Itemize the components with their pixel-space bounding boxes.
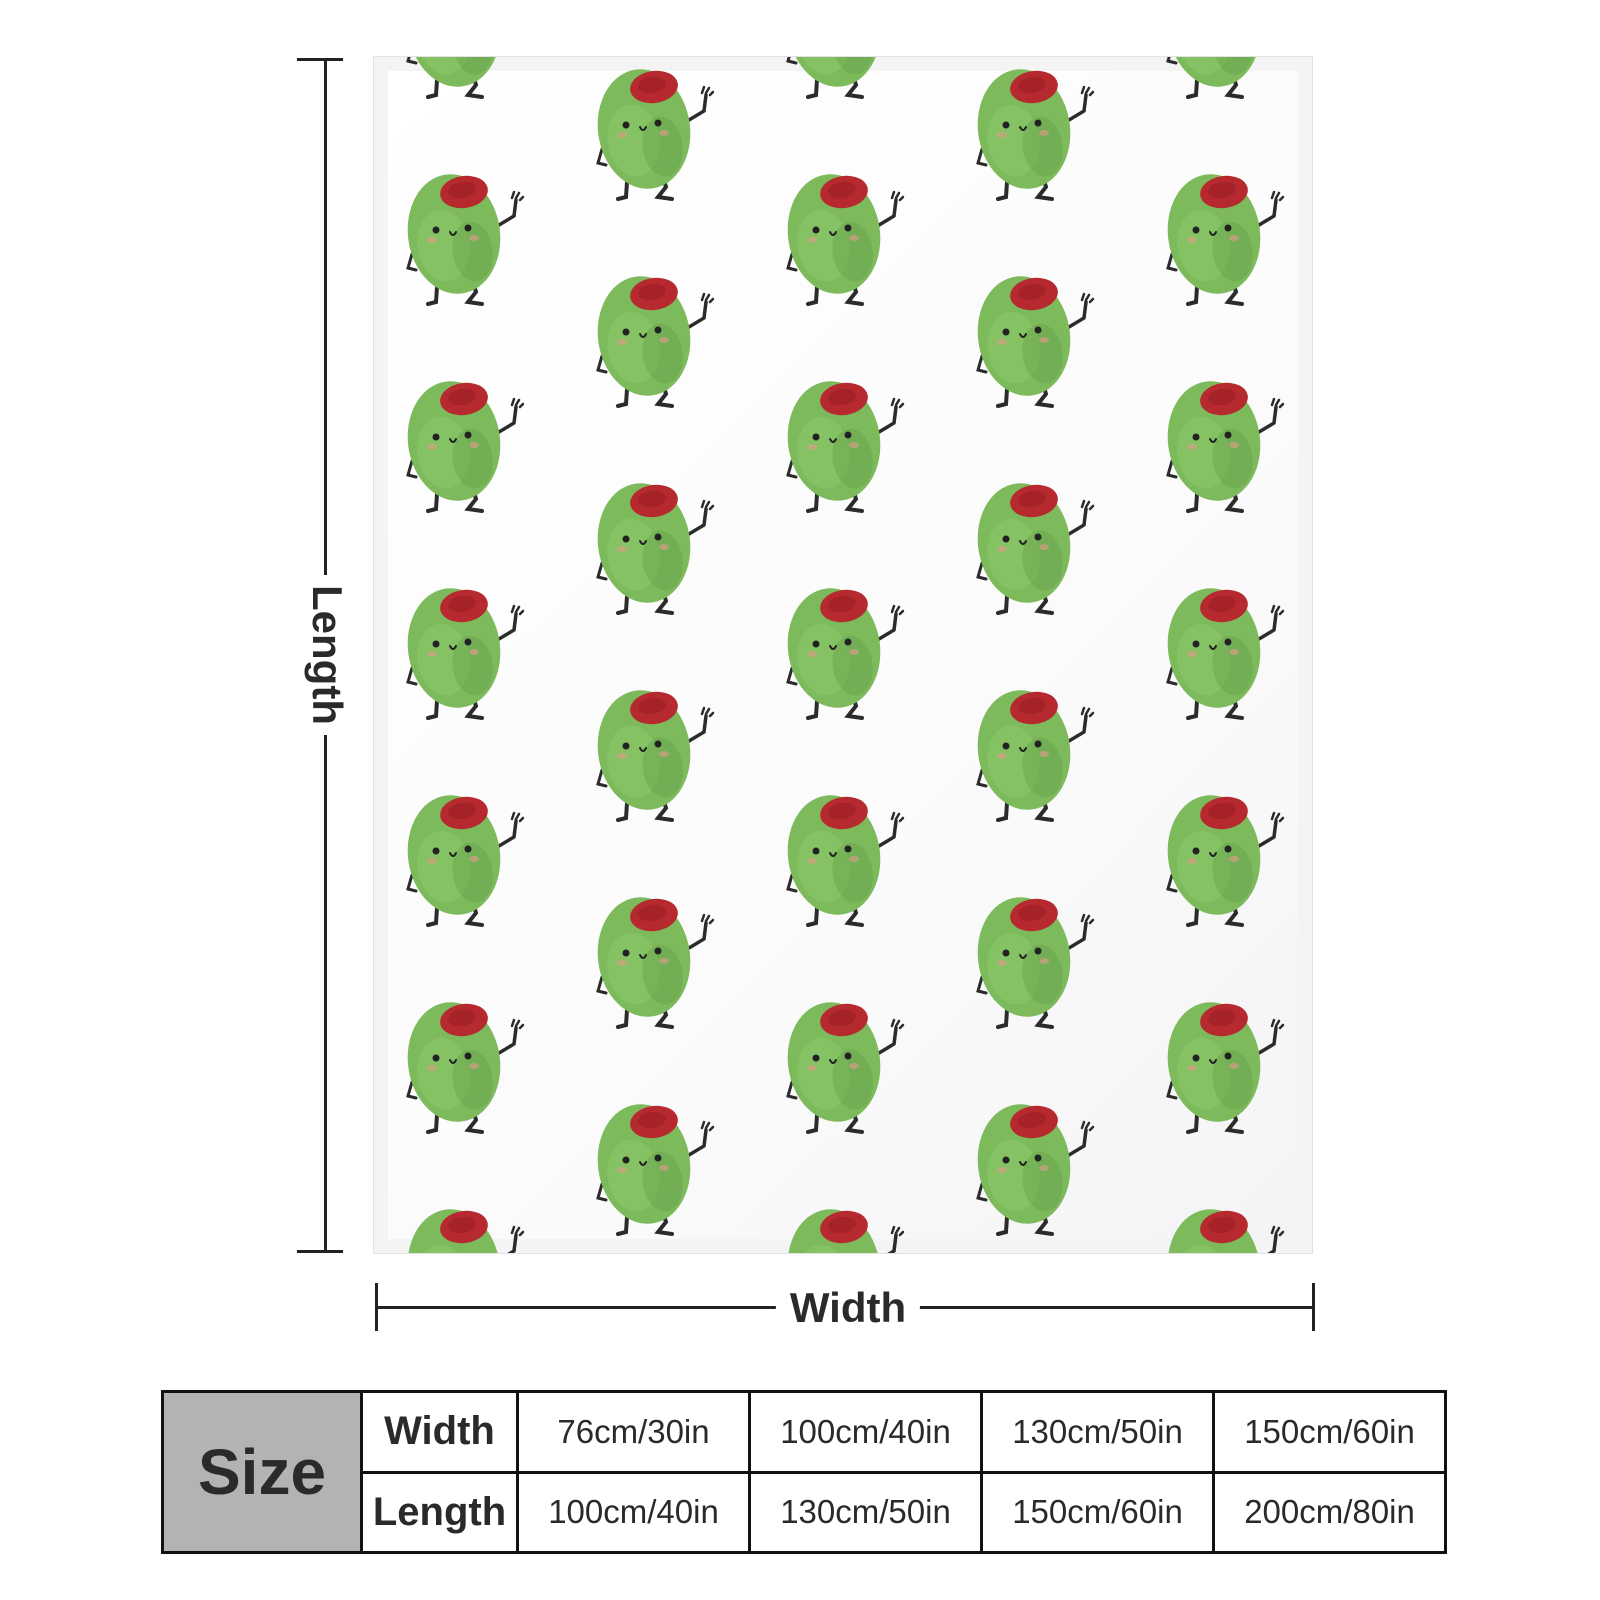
size-cell-value: 100cm/40in: [748, 1393, 980, 1471]
size-row-length: Length 100cm/40in 130cm/50in 150cm/60in …: [363, 1470, 1444, 1551]
width-cap-right: [1312, 1283, 1315, 1331]
olive-character-icon: [1167, 1209, 1285, 1253]
olive-character-icon: [1166, 174, 1285, 306]
size-table: Size Width 76cm/30in 100cm/40in 130cm/50…: [161, 1390, 1447, 1554]
olive-character-icon: [976, 897, 1095, 1029]
olive-character-icon: [976, 69, 1095, 201]
olive-character-icon: [596, 276, 715, 408]
olive-character-icon: [406, 57, 501, 99]
olive-character-icon: [1166, 1002, 1285, 1134]
olive-character-icon: [1166, 588, 1285, 720]
olive-character-icon: [596, 897, 715, 1029]
olive-character-icon: [786, 381, 905, 513]
size-title: Size: [164, 1393, 363, 1551]
size-cell-value: 76cm/30in: [557, 1412, 710, 1450]
olive-character-icon: [407, 1209, 525, 1253]
olive-character-icon: [787, 1209, 905, 1253]
olive-character-icon: [406, 174, 525, 306]
size-row-width: Width 76cm/30in 100cm/40in 130cm/50in 15…: [363, 1393, 1444, 1471]
olive-pattern: [406, 57, 1285, 1253]
olive-character-icon: [786, 588, 905, 720]
size-cell-value: 100cm/40in: [548, 1493, 719, 1531]
olive-character-icon: [786, 795, 905, 927]
length-cap-bottom: [297, 1250, 343, 1253]
olive-character-icon: [406, 795, 525, 927]
olive-character-icon: [1166, 381, 1285, 513]
size-cell-value: 130cm/50in: [980, 1393, 1212, 1471]
olive-character-icon: [786, 1002, 905, 1134]
olive-character-icon: [976, 690, 1095, 822]
olive-character-icon: [786, 174, 905, 306]
olive-character-icon: [596, 1104, 715, 1236]
olive-character-icon: [596, 483, 715, 615]
size-cell-value: 150cm/60in: [980, 1473, 1212, 1551]
olive-character-icon: [406, 381, 525, 513]
olive-character-icon: [976, 1104, 1095, 1236]
olive-character-icon: [596, 690, 715, 822]
olive-character-icon: [976, 483, 1095, 615]
width-label: Width: [775, 1287, 921, 1329]
olive-character-icon: [976, 276, 1095, 408]
olive-character-icon: [406, 1002, 525, 1134]
length-label: Length: [304, 575, 351, 735]
size-cell-value: 130cm/50in: [748, 1473, 980, 1551]
olive-character-icon: [786, 57, 881, 99]
blanket-image: [373, 56, 1313, 1254]
olive-character-icon: [1166, 795, 1285, 927]
row-label: Width: [363, 1393, 519, 1471]
olive-character-icon: [406, 588, 525, 720]
length-cap-top: [297, 58, 343, 61]
size-cell-value: 200cm/80in: [1212, 1473, 1444, 1551]
row-label: Length: [363, 1473, 519, 1551]
olive-character-icon: [1166, 57, 1261, 99]
size-grid: Width 76cm/30in 100cm/40in 130cm/50in 15…: [363, 1393, 1444, 1551]
size-cell-value: 150cm/60in: [1212, 1393, 1444, 1471]
olive-character-icon: [596, 69, 715, 201]
